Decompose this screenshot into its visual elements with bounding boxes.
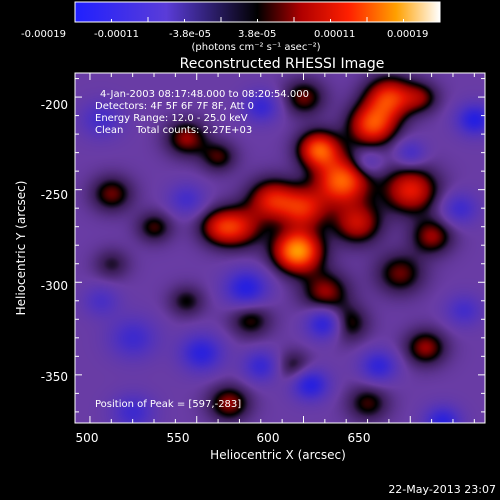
x-tick-label: 500 [76,431,99,445]
y-tick-label: -350 [41,370,68,384]
colorbar-unit-label: (photons cm⁻² s⁻¹ asec⁻²) [191,42,320,53]
plot-frame [74,72,486,424]
annotation-peak: Position of Peak = [597,-283] [95,399,241,410]
annotation-clean: Clean Total counts: 2.27E+03 [95,125,252,136]
annotation-energy: Energy Range: 12.0 - 25.0 keV [95,113,248,124]
footer-date: 22-May-2013 23:07 [388,483,496,496]
axis-ticks [75,73,485,423]
annotation-detectors: Detectors: 4F 5F 6F 7F 8F, Att 0 [95,101,254,112]
y-tick-label: -200 [41,98,68,112]
colorbar: -0.00019 -0.00011 -3.8e-05 3.8e-05 0.000… [21,1,441,53]
y-axis-label: Heliocentric Y (arcsec) [14,181,28,316]
colorbar-tick-label: 0.00011 [314,29,355,40]
x-tick-label: 600 [257,431,280,445]
y-tick-label: -250 [41,188,68,202]
colorbar-tick-label: 0.00019 [387,29,428,40]
x-tick-label: 650 [348,431,371,445]
x-tick-label: 550 [167,431,190,445]
colorbar-tick-label: -3.8e-05 [169,29,211,40]
colorbar-tick-label: 3.8e-05 [238,29,276,40]
colorbar-ticks [74,17,441,22]
chart-title: Reconstructed RHESSI Image [180,56,385,72]
y-tick-label: -300 [41,279,68,293]
colorbar-tick-label: -0.00019 [21,29,66,40]
heatmap-image [75,73,485,423]
x-axis-label: Heliocentric X (arcsec) [210,448,346,462]
annotation-time-range: 4-Jan-2003 08:17:48.000 to 08:20:54.000 [100,89,309,100]
colorbar-tick-label: -0.00011 [94,29,139,40]
